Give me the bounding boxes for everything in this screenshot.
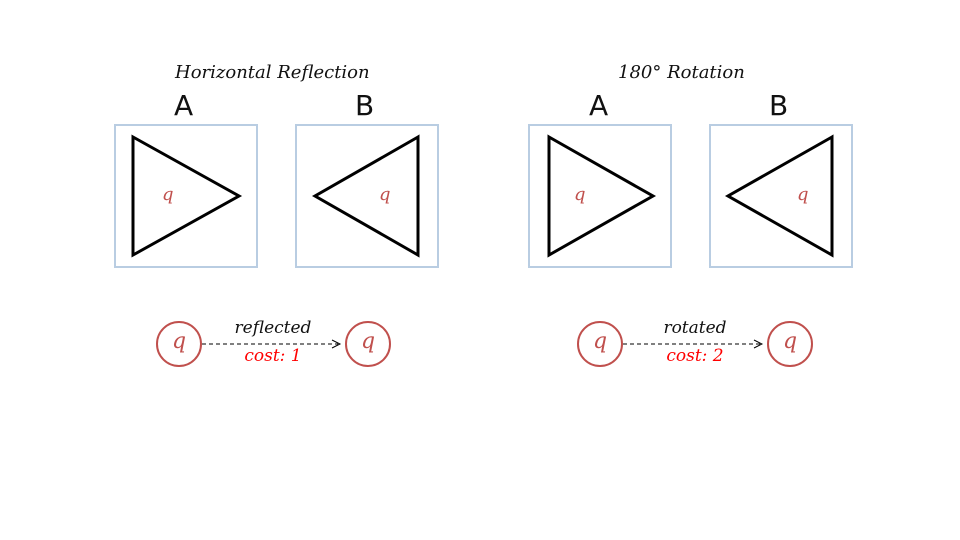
dashed-arrow-icon <box>202 339 342 349</box>
shape-box-b: q <box>709 124 853 268</box>
reflection-panel: Horizontal Reflection A B q q q reflecte… <box>114 62 439 367</box>
dashed-arrow-icon <box>623 339 764 349</box>
node-glyph: q <box>360 329 376 354</box>
cost-label: cost: 2 <box>666 346 724 366</box>
edge-label: reflected <box>234 318 312 338</box>
q-glyph: q <box>162 184 174 205</box>
cost-label: cost: 1 <box>244 346 302 366</box>
q-glyph: q <box>574 184 586 205</box>
q-glyph: q <box>797 184 809 205</box>
box-b-label: B <box>769 89 789 122</box>
shape-box-a: q <box>528 124 672 268</box>
left-pointing-triangle <box>311 134 420 258</box>
box-b-label: B <box>355 89 375 122</box>
box-a-label: A <box>589 89 609 122</box>
shape-box-a: q <box>114 124 258 268</box>
target-node: q <box>767 321 813 367</box>
panel-title: Horizontal Reflection <box>175 62 370 83</box>
panel-title: 180° Rotation <box>618 62 745 83</box>
target-node: q <box>345 321 391 367</box>
edge-label: rotated <box>663 318 727 338</box>
node-glyph: q <box>592 329 608 354</box>
q-glyph: q <box>379 184 391 205</box>
source-node: q <box>156 321 202 367</box>
shape-box-b: q <box>295 124 439 268</box>
box-a-label: A <box>174 89 194 122</box>
rotation-panel: 180° Rotation A B q q q rotated cost: 2 … <box>480 0 960 540</box>
node-glyph: q <box>171 329 187 354</box>
right-pointing-triangle <box>131 134 243 258</box>
right-pointing-triangle <box>547 134 657 258</box>
source-node: q <box>577 321 623 367</box>
transform-edge <box>202 334 345 354</box>
transform-edge <box>623 334 767 354</box>
node-glyph: q <box>782 329 798 354</box>
left-pointing-triangle <box>724 134 834 258</box>
